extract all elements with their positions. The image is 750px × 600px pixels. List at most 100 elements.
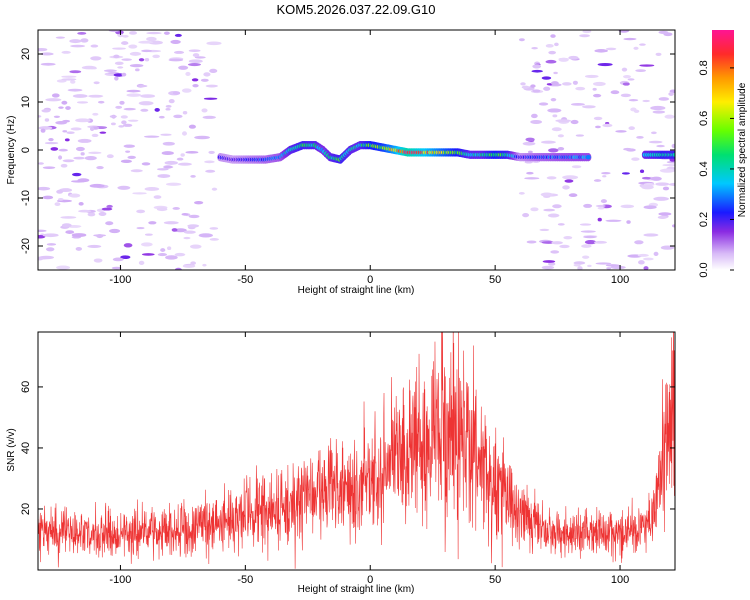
spectrogram-noise-blob [138, 40, 154, 44]
spectrogram-noise-blob [190, 261, 196, 265]
spectrogram-noise-blob [628, 99, 639, 102]
colorbar-tick-label: 0.2 [698, 212, 710, 227]
spectrogram-noise-blob [40, 128, 46, 133]
spectrogram-noise-blob [563, 235, 573, 240]
spectrogram-noise-blob [96, 166, 104, 170]
spectrogram-noise-blob [600, 199, 607, 204]
spectrogram-noise-blob [160, 133, 172, 136]
spectrogram-noise-blob [129, 64, 144, 68]
spectrogram-noise-blob [546, 176, 557, 180]
spectrogram-noise-blob [117, 33, 124, 38]
spectrogram-noise-blob [130, 169, 143, 173]
spectrogram-noise-blob [593, 179, 602, 182]
spectrogram-noise-blob [627, 78, 635, 81]
snr-x-tick-label: 0 [367, 574, 373, 586]
spectrogram-noise-blob [582, 30, 592, 34]
spectrogram-noise-blob [135, 68, 140, 72]
spectrogram-noise-blob [173, 50, 185, 54]
spectrogram-noise-blob [67, 88, 83, 92]
spectrogram-noise-blob [38, 186, 51, 191]
spectrogram-noise-blob [595, 204, 606, 208]
snr-y-axis-title: SNR (v/v) [6, 428, 17, 471]
spectrogram-noise-blob [188, 49, 201, 53]
spectrogram-noise-blob [562, 175, 579, 180]
spectrogram-noise-blob [194, 56, 206, 59]
spectrogram-noise-blob [106, 204, 113, 208]
spectrogram-noise-blob [144, 233, 153, 236]
spectrogram-noise-blob [174, 267, 182, 270]
spectrogram-noise-blob [140, 242, 153, 247]
spectrogram-noise-blob [204, 160, 215, 164]
spectrogram-noise-blob [120, 115, 128, 119]
spectrogram-noise-blob [653, 196, 669, 201]
spectrogram-noise-blob [194, 200, 204, 205]
spectrogram-noise-blob [161, 151, 174, 156]
colorbar: 0.0 0.2 0.4 0.6 0.8 Normalized spectral ampl… [698, 30, 748, 278]
spectrogram-noise-blob [156, 168, 169, 171]
spectrogram-noise-blob [211, 187, 218, 191]
spectrogram-noise-blob [570, 102, 585, 106]
spectrogram-noise-blob [547, 213, 560, 218]
spectrogram-noise-blob [61, 78, 77, 81]
spectrogram-noise-blob [106, 154, 114, 159]
spectrogram-noise-blob [58, 155, 63, 160]
spectrogram-noise-blob [84, 156, 97, 161]
spectrogram-noise-blob [61, 75, 77, 78]
spectrogram-noise-blob [44, 118, 50, 122]
spectrogram-noise-blob [177, 162, 192, 166]
spectrogram-noise-blob [93, 81, 100, 85]
spectrogram-noise-blob [208, 150, 215, 154]
spectrogram-noise-blob [38, 257, 44, 261]
spectrogram-noise-blob [90, 44, 99, 48]
spectrogram-noise-blob [171, 228, 178, 232]
spectrogram-noise-blob [143, 135, 160, 138]
spectrogram-noise-blob [57, 197, 64, 201]
spectrogram-noise-blob [573, 261, 586, 265]
snr-frame [37, 331, 676, 571]
spectrogram-noise-blob [119, 100, 125, 105]
spectrogram-noise-blob [539, 228, 550, 232]
spectrogram-noise-blob [38, 47, 48, 52]
spectrogram-x-tick-label: 50 [489, 274, 501, 286]
spectrogram-noise-blob [62, 159, 75, 163]
spectrogram-noise-blob [520, 82, 526, 86]
spectrogram-noise-blob [581, 244, 592, 248]
spectrogram-noise-blob [641, 185, 654, 190]
spectrogram-noise-blob [91, 133, 99, 138]
spectrogram-noise-blob [573, 263, 581, 267]
spectrogram-noise-blob [202, 263, 207, 267]
spectrogram-noise-blob [525, 137, 535, 142]
spectrogram-noise-blob [522, 212, 530, 218]
spectrogram-noise-blob [582, 105, 596, 109]
spectrogram-noise-blob [127, 119, 139, 122]
spectrogram-noise-blob [42, 233, 59, 238]
spectrogram-noise-blob [165, 105, 172, 108]
spectrogram-noise-blob [122, 35, 129, 38]
spectrogram-noise-blob [639, 64, 655, 67]
spectrogram-noise-blob [643, 233, 659, 237]
spectrogram-noise-blob [56, 265, 71, 270]
spectrogram-noise-blob [568, 55, 579, 60]
spectrogram-noise-blob [61, 50, 71, 54]
spectrogram-noise-blob [125, 150, 131, 153]
spectrogram-noise-blob [561, 82, 572, 86]
spectrogram-noise-blob [118, 125, 125, 128]
spectrogram-noise-blob [597, 206, 605, 210]
spectrogram-noise-blob [541, 265, 555, 270]
spectrogram-noise-blob [88, 151, 102, 155]
spectrogram-noise-blob [557, 223, 565, 226]
spectrogram-noise-blob [653, 251, 659, 256]
signal-core [585, 155, 591, 160]
spectrogram-noise-blob [551, 127, 562, 132]
colorbar-ticks: 0.0 0.2 0.4 0.6 0.8 [698, 60, 734, 278]
spectrogram-noise-blob [129, 51, 142, 56]
spectrogram-noise-blob [577, 266, 583, 270]
snr-x-axis-title: Height of straight line (km) [298, 584, 415, 595]
spectrogram-noise-blob [174, 228, 187, 233]
spectrogram-noise-blob [531, 47, 538, 50]
spectrogram-noise-blob [605, 219, 622, 222]
spectrogram-noise-blob [584, 240, 597, 245]
spectrogram-noise-blob [65, 106, 71, 110]
colorbar-tick-label: 0.4 [698, 161, 710, 176]
